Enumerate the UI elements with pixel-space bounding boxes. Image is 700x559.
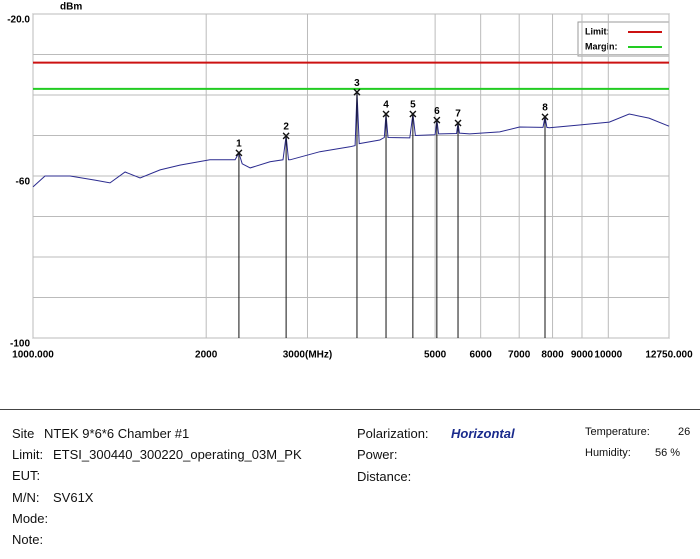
marker-label: 5 xyxy=(410,100,416,111)
x-tick-label: 12750.000 xyxy=(645,350,693,361)
legend-label: Limit: xyxy=(585,26,610,36)
x-tick-label: 6000 xyxy=(470,350,493,361)
mode-label: Mode: xyxy=(12,511,49,526)
separator xyxy=(0,409,700,410)
note-label: Note: xyxy=(12,532,44,547)
y-unit: dBm xyxy=(60,2,82,13)
legend: Limit: Margin: xyxy=(577,21,670,57)
x-tick-label: 5000 xyxy=(424,350,447,361)
mn: SV61X xyxy=(53,490,94,505)
legend-label: Margin: xyxy=(585,41,618,51)
marker-label: 1 xyxy=(236,139,242,150)
y-tick-label: -60 xyxy=(16,177,31,188)
marker-label: 6 xyxy=(434,106,440,117)
trace xyxy=(32,92,670,188)
distance-label: Distance: xyxy=(357,469,412,484)
x-tick-label: 2000 xyxy=(195,350,218,361)
polarization: Horizontal xyxy=(451,426,515,441)
limit: ETSI_300440_300220_operating_03M_PK xyxy=(53,447,302,462)
temperature: 26 xyxy=(678,426,691,438)
marker-label: 2 xyxy=(283,122,289,133)
site-label: Site xyxy=(12,426,35,441)
temperature-label: Temperature: xyxy=(585,426,650,438)
humidity-label: Humidity: xyxy=(585,447,631,459)
marker-x xyxy=(454,119,462,127)
polarization-label: Polarization: xyxy=(357,426,429,441)
power-label: Power: xyxy=(357,447,398,462)
eut-label: EUT: xyxy=(12,468,41,483)
humidity: 56 % xyxy=(655,447,681,459)
marker-x xyxy=(353,88,361,96)
y-tick-label: -100 xyxy=(10,339,30,350)
marker-x xyxy=(382,110,390,118)
marker-x xyxy=(282,132,290,140)
marker-label: 3 xyxy=(354,78,360,89)
marker-label: 7 xyxy=(455,109,461,120)
marker-x xyxy=(409,110,417,118)
x-tick-label: 9000 xyxy=(571,350,594,361)
x-tick-label: 10000 xyxy=(594,350,622,361)
x-tick-label: 3000(MHz) xyxy=(283,350,332,361)
marker-label: 8 xyxy=(542,103,548,114)
x-tick-label: 7000 xyxy=(508,350,531,361)
legend-box xyxy=(577,21,670,57)
limit-label: Limit: xyxy=(12,447,44,462)
mn-label: M/N: xyxy=(12,490,40,505)
x-tick-label: 1000.000 xyxy=(12,350,54,361)
marker-label: 4 xyxy=(383,100,389,111)
y-tick-label: -20.0 xyxy=(7,15,30,26)
site: NTEK 9*6*6 Chamber #1 xyxy=(44,426,190,441)
marker-x xyxy=(433,116,441,124)
x-tick-label: 8000 xyxy=(541,350,564,361)
marker-x xyxy=(541,113,549,121)
marker-x xyxy=(235,149,243,157)
